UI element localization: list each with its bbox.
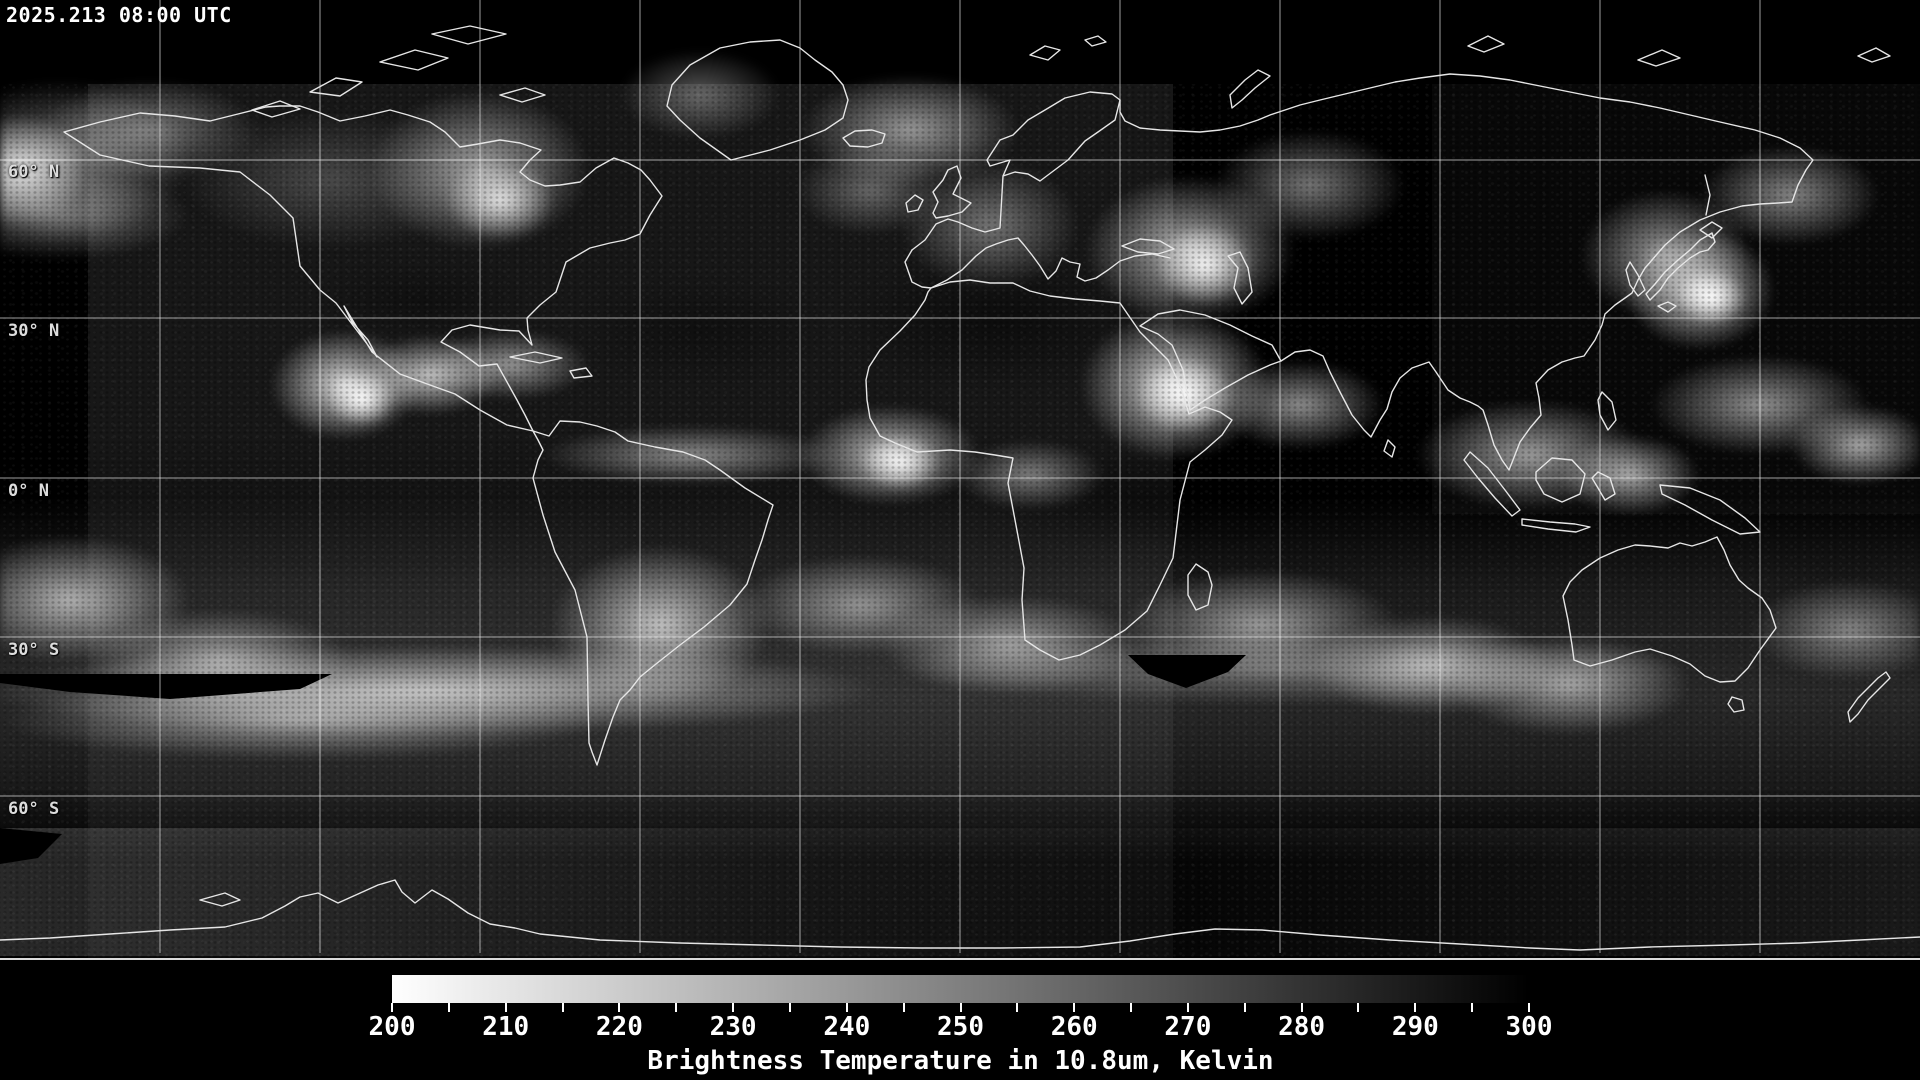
colorbar-tick: [1186, 1003, 1189, 1012]
data-gap-wedges: [0, 655, 1246, 864]
colorbar-tick: [1528, 1003, 1530, 1012]
latitude-label-60s: 60° S: [8, 799, 60, 819]
colorbar-caption: Brightness Temperature in 10.8um, Kelvin: [647, 1046, 1274, 1076]
colorbar-tick-labels: 200 210 220 230 240 250 260 270 280 290 300: [369, 1012, 1553, 1044]
world-ir-map: 2025.213 08:00 UTC 60° N 30° N 0° N 30° …: [0, 0, 1920, 960]
colorbar-tick: [788, 1003, 791, 1012]
coastlines: [0, 25, 1920, 951]
colorbar-tick: [959, 1003, 962, 1012]
colorbar-tick-label: 270: [1164, 1012, 1212, 1042]
colorbar-tick: [561, 1003, 564, 1012]
colorbar-tick: [1130, 1003, 1133, 1012]
colorbar-tick: [1471, 1003, 1474, 1012]
colorbar-tick: [504, 1003, 507, 1012]
colorbar-tick-label: 300: [1505, 1012, 1553, 1042]
colorbar-tick: [1300, 1003, 1303, 1012]
latitude-label-30s: 30° S: [8, 640, 60, 660]
graticule: [0, 0, 1920, 953]
map-bottom-border: [0, 958, 1920, 960]
latitude-label-30n: 30° N: [8, 321, 60, 341]
colorbar-tick-label: 240: [823, 1012, 871, 1042]
colorbar-tick-label: 210: [482, 1012, 530, 1042]
coastlines-and-graticule-svg: [0, 0, 1920, 953]
colorbar-tick: [1414, 1003, 1417, 1012]
colorbar-tick: [675, 1003, 678, 1012]
colorbar-tick: [1073, 1003, 1076, 1012]
colorbar-tick: [1016, 1003, 1019, 1012]
colorbar-tick: [1243, 1003, 1246, 1012]
colorbar-tick-label: 230: [709, 1012, 757, 1042]
colorbar-tick: [732, 1003, 735, 1012]
colorbar-tick-label: 290: [1391, 1012, 1439, 1042]
colorbar-tick: [902, 1003, 905, 1012]
colorbar-ticks: [391, 1003, 1530, 1013]
colorbar-tick: [618, 1003, 621, 1012]
latitude-label-0n: 0° N: [8, 481, 49, 501]
colorbar-tick: [391, 1003, 393, 1012]
colorbar-tick: [1357, 1003, 1360, 1012]
colorbar-tick: [845, 1003, 848, 1012]
latitude-label-60n: 60° N: [8, 162, 60, 182]
colorbar-tick-label: 280: [1278, 1012, 1326, 1042]
colorbar-tick-label: 220: [595, 1012, 643, 1042]
colorbar-tick-label: 260: [1050, 1012, 1098, 1042]
colorbar-tick-label: 250: [937, 1012, 984, 1042]
colorbar-gradient: [392, 975, 1529, 1003]
colorbar-tick: [447, 1003, 450, 1012]
colorbar-tick-label: 200: [368, 1012, 416, 1042]
timestamp-label: 2025.213 08:00 UTC: [6, 3, 232, 27]
